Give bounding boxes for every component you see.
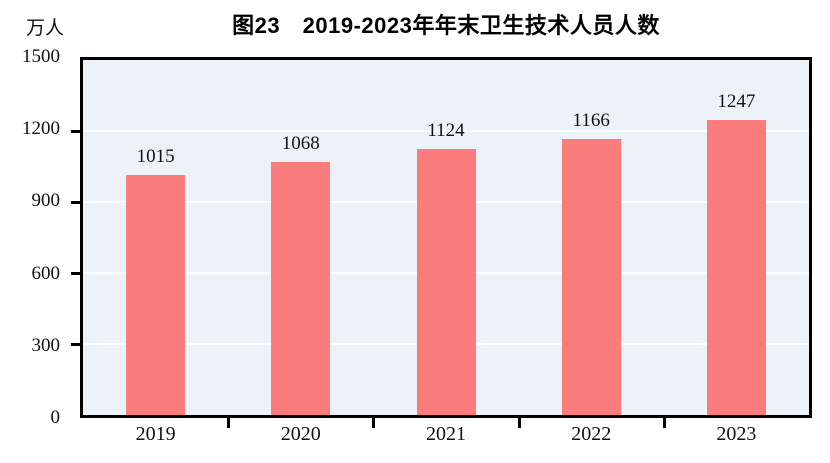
x-tick-mark-1	[227, 418, 231, 428]
y-axis: 0 300 600 900 1200 1500	[0, 46, 72, 428]
y-tick-label-600: 600	[31, 262, 61, 284]
bar-2022	[561, 139, 621, 415]
y-tick-label-1200: 1200	[22, 118, 60, 140]
bar-value-label-2023: 1247	[717, 91, 756, 112]
bar-2021	[416, 149, 476, 415]
y-tick-label-300: 300	[31, 334, 61, 356]
y-tick-mark-300	[71, 343, 80, 346]
y-tick-mark-1200	[71, 130, 80, 133]
y-tick-label-0: 0	[50, 407, 61, 428]
y-tick-mark-600	[71, 272, 80, 275]
bar-2020	[271, 162, 331, 415]
bar-value-label-2019: 1015	[136, 146, 175, 167]
x-tick-label-2021: 2021	[426, 423, 466, 445]
bar-2019	[126, 175, 186, 415]
bar-value-label-2021: 1124	[427, 120, 465, 141]
y-tick-label-1500: 1500	[22, 46, 60, 67]
bar-value-label-2020: 1068	[281, 133, 320, 154]
x-tick-label-2020: 2020	[280, 423, 321, 445]
x-tick-mark-3	[517, 418, 521, 428]
y-axis-unit-label: 万人	[26, 18, 65, 39]
x-tick-mark-4	[662, 418, 666, 428]
x-tick-mark-2	[372, 418, 376, 428]
y-tick-label-900: 900	[31, 190, 61, 212]
x-tick-label-2019: 2019	[135, 423, 176, 445]
bar-2023	[706, 120, 766, 415]
y-tick-mark-900	[71, 201, 80, 204]
gridline-1200	[83, 130, 809, 132]
x-tick-label-2023: 2023	[716, 423, 757, 445]
bar-value-label-2022: 1166	[572, 110, 610, 131]
x-tick-label-2022: 2022	[571, 423, 612, 445]
chart-title: 图23 2019-2023年年末卫生技术人员人数	[232, 13, 660, 38]
plot-area: 1015 1068 1124 1166 1247	[80, 57, 812, 418]
